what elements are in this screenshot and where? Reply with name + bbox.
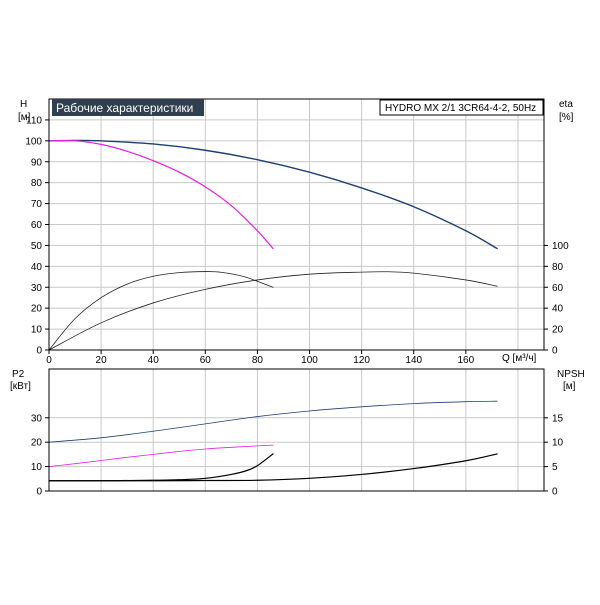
top-right-tick-label: 100 (552, 241, 569, 252)
top-series-line-3 (48, 271, 274, 351)
x-tick-label: 0 (46, 355, 52, 366)
top-right-axis-name: eta (559, 99, 573, 110)
x-tick-label: 60 (200, 355, 212, 366)
x-tick-label: 100 (301, 355, 318, 366)
top-series-line-4 (48, 271, 498, 351)
bottom-right-tick-label: 5 (552, 462, 558, 473)
top-left-tick-label: 100 (25, 136, 42, 147)
top-right-tick-label: 80 (552, 262, 564, 273)
bottom-right-tick-label: 10 (552, 438, 564, 449)
top-left-tick-label: 70 (31, 199, 43, 210)
x-tick-label: 80 (252, 355, 264, 366)
top-left-tick-label: 10 (31, 325, 43, 336)
top-left-tick-label: 30 (31, 283, 43, 294)
top-left-tick-label: 0 (36, 346, 42, 357)
top-series-line-2 (48, 139, 274, 250)
chart-title: Рабочие характеристики (56, 101, 193, 115)
top-right-tick-label: 40 (552, 304, 564, 315)
top-right-axis-unit: [%] (559, 112, 574, 123)
bottom-left-tick-label: 30 (31, 413, 43, 424)
x-tick-label: 20 (96, 355, 108, 366)
x-tick-label: 160 (457, 355, 474, 366)
bottom-right-tick-label: 15 (552, 413, 564, 424)
bottom-plot-frame (48, 368, 545, 492)
model-box (379, 99, 544, 116)
top-left-axis-name: H (20, 99, 27, 110)
bottom-right-axis-name: NPSH (557, 369, 585, 380)
top-right-tick-label: 60 (552, 283, 564, 294)
top-left-tick-label: 80 (31, 178, 43, 189)
bottom-left-tick-label: 10 (31, 462, 43, 473)
x-tick-label: 120 (353, 355, 370, 366)
top-left-tick-label: 20 (31, 304, 43, 315)
top-right-tick-label: 20 (552, 325, 564, 336)
x-tick-label: 140 (405, 355, 422, 366)
top-left-tick-label: 90 (31, 157, 43, 168)
top-left-tick-label: 60 (31, 220, 43, 231)
bottom-left-axis-name: P2 (12, 369, 25, 380)
bottom-right-tick-label: 0 (552, 487, 558, 498)
bottom-series-line-1 (48, 400, 498, 443)
top-left-tick-label: 50 (31, 241, 43, 252)
top-series-line-1 (48, 139, 498, 250)
top-right-tick-label: 0 (552, 346, 558, 357)
bottom-left-tick-label: 0 (36, 487, 42, 498)
top-left-tick-label: 110 (26, 115, 42, 126)
bottom-left-axis-unit: [кВт] (10, 381, 31, 392)
bottom-series-line-2 (48, 444, 274, 467)
bottom-left-tick-label: 20 (31, 438, 43, 449)
top-plot-frame (48, 98, 545, 351)
x-axis-label: Q [м³/ч] (502, 353, 537, 364)
bottom-right-axis-unit: [м] (563, 381, 576, 392)
top-left-tick-label: 40 (31, 262, 43, 273)
model-label: HYDRO MX 2/1 3CR64-4-2, 50Hz (385, 103, 536, 114)
bottom-series-line-4 (48, 453, 498, 482)
bottom-series-line-3 (48, 453, 274, 482)
top-left-axis-unit: [м] (18, 112, 31, 123)
title-box (52, 99, 204, 116)
x-tick-label: 40 (148, 355, 160, 366)
